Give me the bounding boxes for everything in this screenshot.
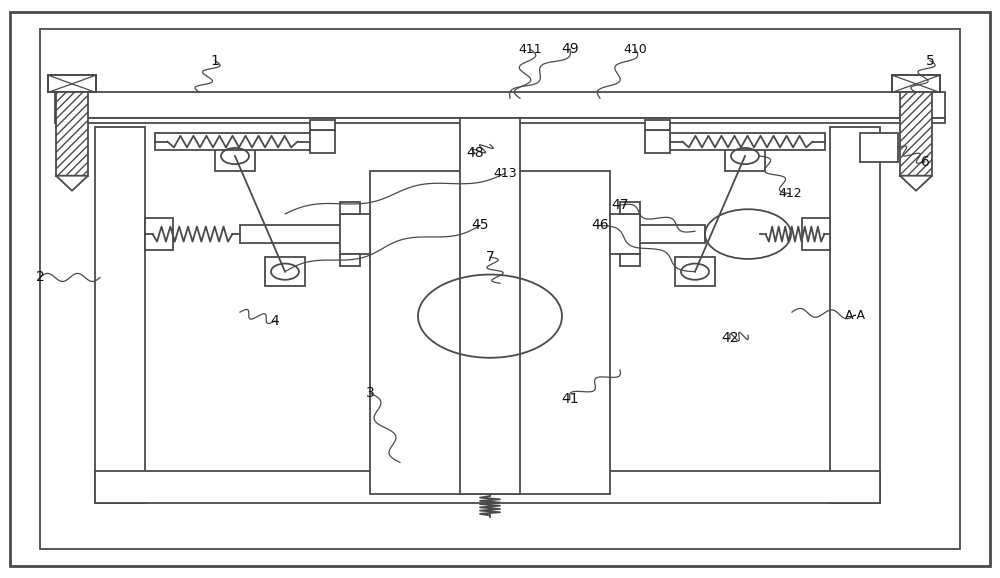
Bar	[645, 130, 670, 153]
Bar	[620, 254, 640, 266]
Text: A-A: A-A	[844, 309, 866, 321]
Text: 41: 41	[561, 392, 579, 406]
Bar	[48, 75, 96, 92]
Bar	[265, 257, 305, 286]
Bar	[155, 133, 310, 150]
Bar	[675, 257, 715, 286]
Text: 5: 5	[926, 54, 934, 68]
Bar	[670, 133, 825, 150]
Bar	[610, 225, 705, 243]
Polygon shape	[900, 176, 932, 191]
Text: 4: 4	[271, 314, 279, 328]
Text: 410: 410	[623, 43, 647, 55]
Text: 48: 48	[466, 146, 484, 160]
Polygon shape	[56, 176, 88, 191]
Bar	[340, 214, 370, 254]
Text: 42: 42	[721, 331, 739, 345]
Bar	[900, 92, 932, 176]
Text: 413: 413	[493, 167, 517, 180]
Bar	[860, 133, 898, 162]
Bar	[310, 120, 335, 130]
Bar	[610, 214, 640, 254]
Text: 412: 412	[778, 187, 802, 200]
Bar	[145, 218, 173, 250]
Text: 47: 47	[611, 198, 629, 212]
Bar	[310, 130, 335, 153]
Bar	[215, 144, 255, 171]
Text: 6: 6	[921, 155, 929, 169]
Bar	[240, 225, 370, 243]
Bar	[725, 144, 765, 171]
Text: 46: 46	[591, 218, 609, 232]
Bar	[460, 118, 520, 494]
Text: 7: 7	[486, 250, 494, 264]
Bar	[892, 75, 940, 92]
Bar	[48, 75, 96, 92]
Bar	[370, 171, 610, 494]
Bar	[802, 218, 830, 250]
Bar	[55, 92, 945, 118]
Bar	[830, 127, 880, 503]
Bar	[340, 254, 360, 266]
Bar	[620, 202, 640, 214]
Bar	[95, 127, 145, 503]
Bar	[55, 118, 945, 123]
Text: 1: 1	[211, 54, 219, 68]
Bar	[56, 92, 88, 176]
Bar	[892, 75, 940, 92]
Text: 3: 3	[366, 386, 374, 400]
Text: 411: 411	[518, 43, 542, 55]
Text: 49: 49	[561, 42, 579, 56]
Bar	[645, 120, 670, 130]
Bar	[95, 471, 880, 503]
Text: 2: 2	[36, 271, 44, 284]
Text: 45: 45	[471, 218, 489, 232]
Bar	[340, 202, 360, 214]
